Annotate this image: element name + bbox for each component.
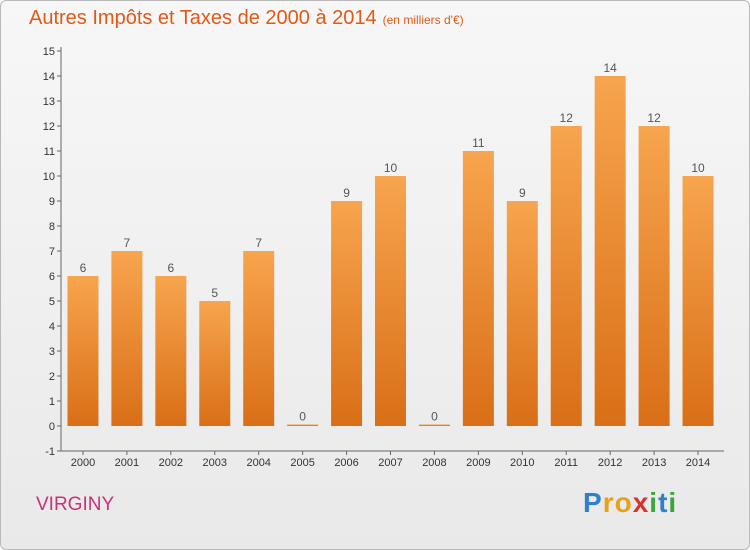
y-tick-label: 11 xyxy=(44,146,55,158)
logo-letter-r: r xyxy=(602,487,615,518)
y-tick-label: 9 xyxy=(49,196,55,208)
y-tick-label: 15 xyxy=(43,46,55,58)
bar-2006 xyxy=(331,201,363,426)
x-tick-label-2002: 2002 xyxy=(159,457,183,469)
bar-2010 xyxy=(506,201,538,426)
data-label-2011: 12 xyxy=(560,111,574,125)
x-tick-label-2001: 2001 xyxy=(115,457,139,469)
data-label-2009: 11 xyxy=(472,136,485,150)
y-tick-label: 0 xyxy=(49,421,55,433)
y-tick-label: 8 xyxy=(49,221,55,233)
data-label-2001: 7 xyxy=(124,236,131,250)
y-tick-label: 7 xyxy=(49,246,55,258)
x-tick-label-2014: 2014 xyxy=(686,457,710,469)
x-tick-label-2005: 2005 xyxy=(290,457,314,469)
x-tick-label-2013: 2013 xyxy=(642,457,666,469)
data-label-2000: 6 xyxy=(80,261,87,275)
chart-subtitle: (en milliers d'€) xyxy=(382,13,464,27)
commune-name: VIRGINY xyxy=(36,494,115,515)
data-label-2006: 9 xyxy=(343,186,350,200)
y-tick-label: 3 xyxy=(49,346,55,358)
x-tick-label-2004: 2004 xyxy=(246,457,270,469)
data-label-2007: 10 xyxy=(384,161,398,175)
chart-title: Autres Impôts et Taxes de 2000 à 2014 (en… xyxy=(29,7,464,29)
logo-letter-o: o xyxy=(614,487,633,518)
data-label-2013: 12 xyxy=(647,111,661,125)
bar-2013 xyxy=(638,126,670,426)
logo-letter-x: x xyxy=(632,487,650,518)
x-tick-label-2010: 2010 xyxy=(510,457,534,469)
bar-2003 xyxy=(199,301,231,426)
logo-letter-p: P xyxy=(583,487,603,518)
data-label-2002: 6 xyxy=(167,261,174,275)
bar-2011 xyxy=(550,126,582,426)
x-tick-label-2003: 2003 xyxy=(203,457,227,469)
proxiti-logo[interactable]: Proxiti xyxy=(583,487,677,519)
y-tick-label: 10 xyxy=(43,171,55,183)
x-tick-label-2006: 2006 xyxy=(334,457,358,469)
bar-2008 xyxy=(418,424,450,426)
x-tick-label-2000: 2000 xyxy=(71,457,95,469)
bars xyxy=(67,76,714,426)
y-tick-label: 14 xyxy=(43,71,55,83)
y-tick-label: 1 xyxy=(49,396,55,408)
data-label-2005: 0 xyxy=(299,410,306,424)
y-tick-label: 5 xyxy=(49,296,55,308)
x-tick-label-2011: 2011 xyxy=(554,457,578,469)
logo-letter-t: t xyxy=(658,487,669,518)
bar-2014 xyxy=(682,176,714,426)
data-label-2004: 7 xyxy=(255,236,262,250)
bar-2009 xyxy=(462,151,494,426)
y-tick-label: 12 xyxy=(43,121,55,133)
data-label-2010: 9 xyxy=(519,186,526,200)
bar-2002 xyxy=(155,276,187,426)
data-label-2014: 10 xyxy=(691,161,705,175)
x-tick-label-2008: 2008 xyxy=(422,457,446,469)
y-tick-label: 4 xyxy=(49,321,55,333)
bar-2000 xyxy=(67,276,99,426)
logo-letter-i: i xyxy=(649,487,659,518)
y-tick-label: 6 xyxy=(49,271,55,283)
bar-2001 xyxy=(111,251,143,426)
bar-2005 xyxy=(287,424,319,426)
x-tick-label-2007: 2007 xyxy=(378,457,402,469)
x-tick-label-2009: 2009 xyxy=(466,457,490,469)
data-label-2003: 5 xyxy=(211,286,218,300)
y-tick-label: 13 xyxy=(43,96,55,108)
data-label-2008: 0 xyxy=(431,410,438,424)
bar-2007 xyxy=(375,176,406,426)
y-tick-label: -1 xyxy=(45,446,55,458)
data-labels: 6 7 6 5 7 0 9 10 0 11 9 12 14 12 10 xyxy=(80,61,705,424)
x-tick-label-2012: 2012 xyxy=(598,457,622,469)
y-tick-label: 2 xyxy=(49,371,55,383)
logo-letter-i2: i xyxy=(668,487,678,518)
bar-2012 xyxy=(594,76,626,426)
data-label-2012: 14 xyxy=(603,61,617,75)
bar-2004 xyxy=(243,251,275,426)
